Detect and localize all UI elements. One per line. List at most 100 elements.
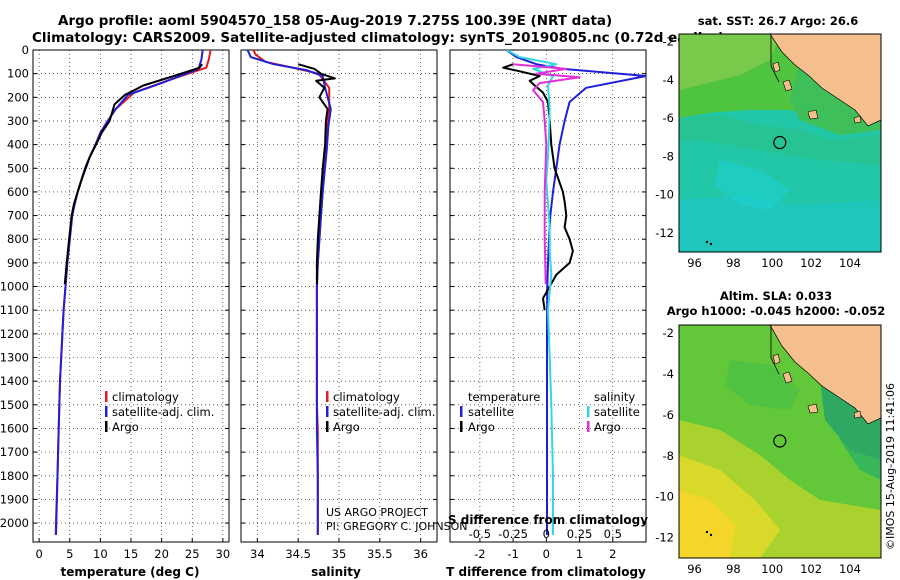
- series-salinity-argo: [513, 63, 581, 285]
- s-difference-x-tick-label: 0: [543, 527, 550, 541]
- temperature-axis-label: temperature (deg C): [61, 565, 200, 579]
- temperature-x-tick-label: 10: [93, 547, 108, 561]
- sst-map-lat-tick-label: -4: [663, 73, 674, 87]
- legend-temperature-heading: temperature: [468, 390, 540, 404]
- legend-satellite-swatch: [326, 406, 329, 417]
- salinity-x-tick-label: 35: [332, 547, 347, 561]
- argo-float-marker: [773, 434, 787, 448]
- sst-map-lon-tick-label: 96: [687, 256, 702, 270]
- sla-map-lat-tick-label: -2: [663, 326, 674, 340]
- depth-tick-label: 300: [7, 114, 29, 128]
- depth-tick-label: 400: [7, 138, 29, 152]
- depth-tick-label: 600: [7, 185, 29, 199]
- salinity-x-tick-label: 36: [413, 547, 428, 561]
- temperature-x-tick-label: 15: [124, 547, 139, 561]
- s-difference-x-tick-label: -0.5: [469, 527, 491, 541]
- sla-map-lat-tick-label: -6: [663, 408, 674, 422]
- legend-climatology-label: climatology: [333, 390, 400, 404]
- depth-tick-label: 1100: [0, 303, 29, 317]
- depth-tick-label: 1300: [0, 351, 29, 365]
- sst-map-lat-tick-label: -6: [663, 111, 674, 125]
- s-difference-x-tick-label: 0.25: [567, 527, 593, 541]
- temperature-panel: [32, 49, 230, 543]
- sst-map-lon-tick-label: 100: [761, 256, 783, 270]
- sst-map-lat-tick-label: -12: [655, 226, 674, 240]
- difference-x-tick-label: 1: [576, 547, 583, 561]
- sst-map-lon-tick-label: 102: [800, 256, 822, 270]
- sla-map: [679, 325, 881, 558]
- sst-map: [679, 34, 881, 252]
- sst-map-frame: [678, 33, 882, 253]
- depth-tick-label: 1000: [0, 280, 29, 294]
- legend-argo-label: Argo: [112, 420, 139, 434]
- temperature-x-tick-label: 25: [185, 547, 200, 561]
- sst-map-lon-tick-label: 98: [726, 256, 741, 270]
- sla-map-lat-tick-label: -10: [655, 490, 674, 504]
- legend-climatology-swatch: [326, 391, 329, 402]
- depth-tick-label: 2000: [0, 516, 29, 530]
- s-difference-axis-label: S difference from climatology: [448, 513, 648, 527]
- salinity-axis-label: salinity: [311, 565, 361, 579]
- temperature-x-tick-label: 0: [35, 547, 42, 561]
- sla-map-subtitle: Argo h1000: -0.045 h2000: -0.052: [667, 304, 886, 318]
- legend-t-satellite-swatch: [460, 406, 463, 417]
- sla-map-lat-tick-label: -12: [655, 531, 674, 545]
- sst-map-lat-tick-label: -2: [663, 35, 674, 49]
- sla-map-lon-tick-label: 100: [761, 562, 783, 576]
- sst-map-lon-tick-label: 104: [839, 256, 861, 270]
- salinity-x-tick-label: 34.5: [285, 547, 311, 561]
- legend-satellite-label: satellite-adj. clim.: [333, 405, 435, 419]
- legend-satellite-swatch: [105, 406, 108, 417]
- legend-argo-swatch: [105, 421, 108, 432]
- difference-x-tick-label: 0: [543, 547, 550, 561]
- depth-tick-label: 500: [7, 161, 29, 175]
- sst-map-title: sat. SST: 26.7 Argo: 26.6: [698, 14, 858, 28]
- depth-tick-label: 100: [7, 67, 29, 81]
- temperature-legend: climatology satellite-adj. clim. Argo: [105, 390, 214, 434]
- salinity-panel: [240, 49, 438, 543]
- sla-map-lat-tick-label: -4: [663, 367, 674, 381]
- s-difference-x-tick-label: -0.25: [498, 527, 528, 541]
- legend-s-argo-label: Argo: [594, 420, 621, 434]
- depth-tick-label: 700: [7, 209, 29, 223]
- series-salinity-satellite: [506, 50, 558, 535]
- depth-tick-label: 1600: [0, 421, 29, 435]
- sla-map-title: Altim. SLA: 0.033: [720, 289, 832, 303]
- depth-tick-label: 200: [7, 90, 29, 104]
- salinity-legend: climatology satellite-adj. clim. Argo: [326, 390, 435, 434]
- depth-tick-label: 1500: [0, 398, 29, 412]
- legend-s-argo-swatch: [587, 421, 590, 432]
- legend-argo-label: Argo: [333, 420, 360, 434]
- sla-map-lon-tick-label: 98: [726, 562, 741, 576]
- sla-map-lon-tick-label: 102: [800, 562, 822, 576]
- legend-salinity-heading: salinity: [594, 390, 635, 404]
- series-satellite-adj-clim-: [246, 50, 332, 535]
- depth-tick-label: 900: [7, 256, 29, 270]
- temperature-x-tick-label: 20: [154, 547, 169, 561]
- pi-credit: PI: GREGORY C. JOHNSON: [326, 520, 467, 533]
- figure-title-line2: Climatology: CARS2009. Satellite-adjuste…: [32, 30, 724, 46]
- depth-tick-label: 1200: [0, 327, 29, 341]
- t-difference-axis-label: T difference from climatology: [446, 565, 646, 579]
- argo-float-marker: [773, 135, 787, 150]
- depth-tick-label: 1900: [0, 492, 29, 506]
- project-credit: US ARGO PROJECT: [326, 506, 428, 519]
- legend-s-satellite-swatch: [587, 406, 590, 417]
- series-argo: [63, 63, 203, 285]
- salinity-x-tick-label: 35.5: [367, 547, 393, 561]
- legend-climatology-label: climatology: [112, 390, 179, 404]
- sst-map-lat-tick-label: -8: [663, 149, 674, 163]
- difference-x-tick-label: -1: [507, 547, 518, 561]
- legend-t-argo-swatch: [460, 421, 463, 432]
- salinity-x-tick-label: 34: [250, 547, 265, 561]
- legend-t-satellite-label: satellite: [468, 405, 514, 419]
- legend-t-argo-label: Argo: [468, 420, 495, 434]
- difference-x-tick-label: -2: [474, 547, 485, 561]
- series-temperature-argo: [502, 63, 574, 311]
- legend-satellite-label: satellite-adj. clim.: [112, 405, 214, 419]
- temperature-x-tick-label: 30: [216, 547, 231, 561]
- sla-map-lon-tick-label: 104: [839, 562, 861, 576]
- depth-tick-label: 1800: [0, 469, 29, 483]
- temperature-x-tick-label: 5: [66, 547, 73, 561]
